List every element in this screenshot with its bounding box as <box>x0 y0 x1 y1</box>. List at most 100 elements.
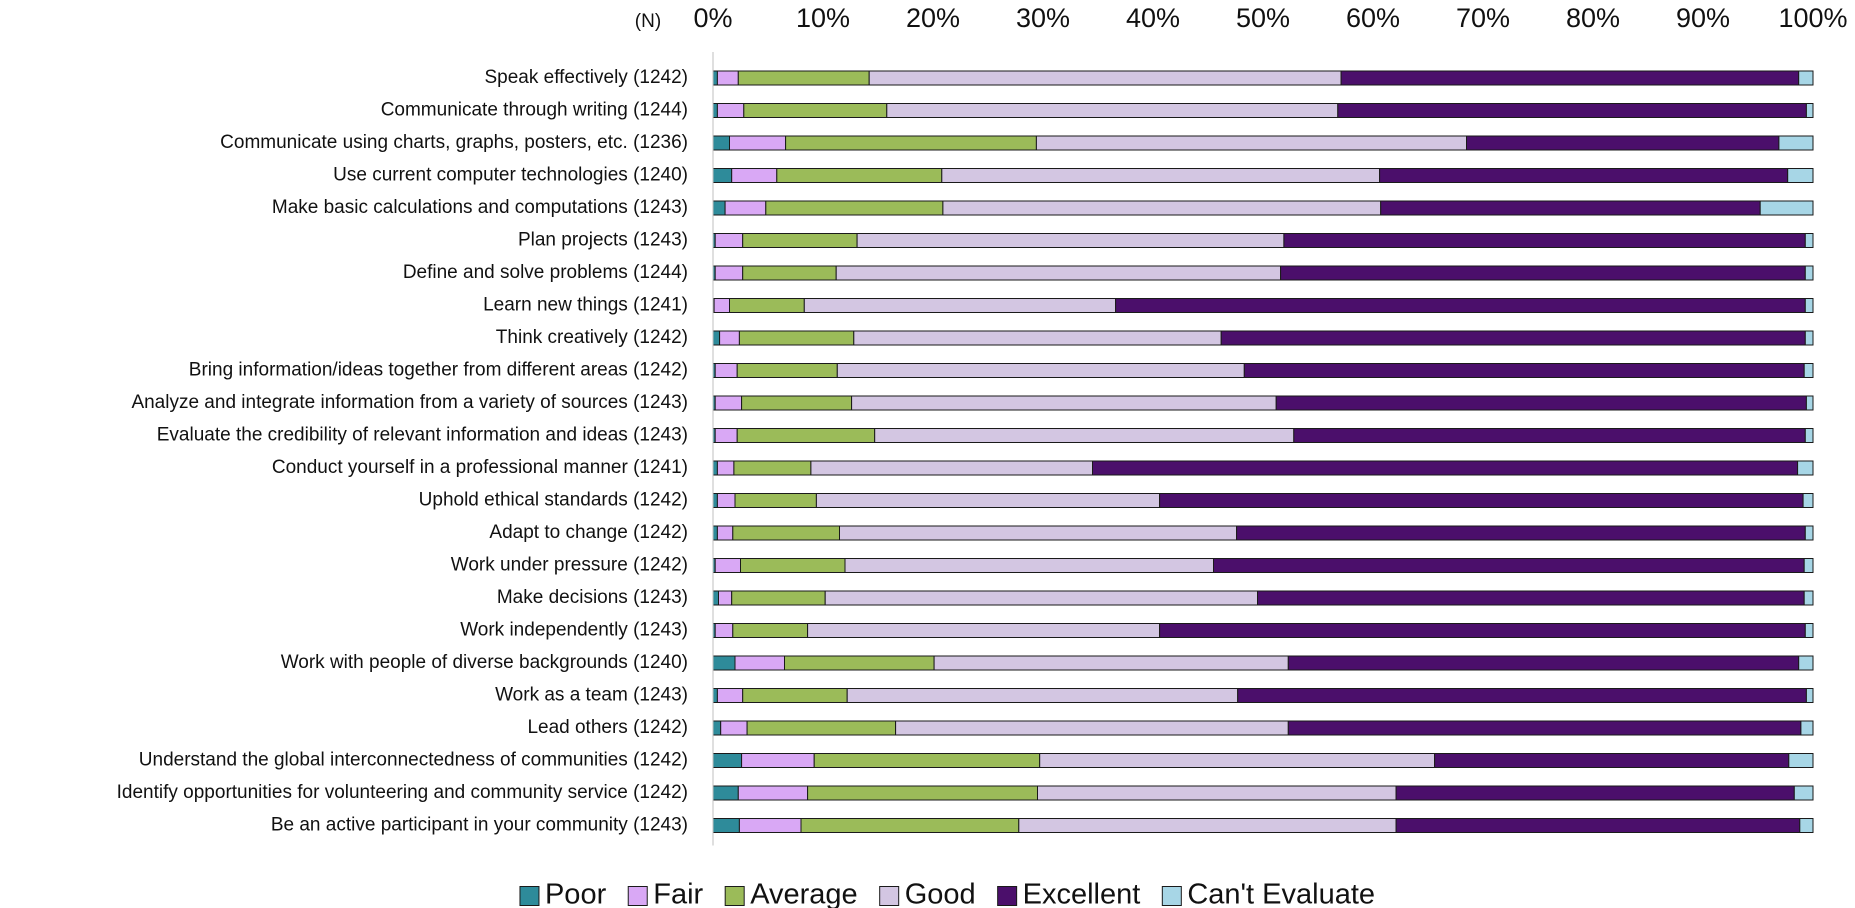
bars-group <box>712 70 1814 833</box>
bar-row <box>712 168 1814 183</box>
category-label: Analyze and integrate information from a… <box>131 392 688 413</box>
bar-segment-can-t-evaluate <box>1804 233 1814 248</box>
category-label: Plan projects (1243) <box>518 230 688 251</box>
legend: Poor Fair Average Good Excellent Can't Evalua… <box>519 879 1375 908</box>
bar-segment-poor <box>712 688 718 703</box>
bar-segment-can-t-evaluate <box>1804 525 1814 541</box>
bar-segment-poor <box>712 168 733 183</box>
bar-row <box>712 590 1814 606</box>
legend-label: Good <box>905 879 976 908</box>
bar-segment-average <box>742 688 848 703</box>
bar-row <box>712 493 1814 508</box>
bar-segment-fair <box>716 688 744 703</box>
bar-segment-fair <box>714 265 744 281</box>
bar-segment-excellent <box>1380 200 1761 216</box>
bar-row <box>712 135 1814 151</box>
bar-segment-fair <box>714 363 738 378</box>
bar-segment-average <box>776 168 943 183</box>
bar-segment-poor <box>712 330 721 346</box>
category-label: Make basic calculations and computations… <box>272 197 688 218</box>
x-tick-label: 90% <box>1676 3 1730 33</box>
bar-segment-good <box>815 493 1161 508</box>
legend-swatch <box>519 886 540 906</box>
bar-segment-average <box>746 720 897 736</box>
bar-segment-average <box>737 70 870 86</box>
bar-segment-good <box>1037 785 1397 801</box>
legend-label: Average <box>750 879 858 908</box>
bar-segment-excellent <box>1220 330 1806 346</box>
bar-segment-average <box>736 363 838 378</box>
bar-row <box>712 428 1814 443</box>
bar-segment-good <box>941 168 1381 183</box>
bar-row <box>712 330 1814 346</box>
bar-segment-can-t-evaluate <box>1797 460 1814 476</box>
bar-segment-excellent <box>1257 590 1805 606</box>
bar-row <box>712 558 1814 573</box>
bar-segment-poor <box>712 720 722 736</box>
bar-segment-can-t-evaluate <box>1803 590 1814 606</box>
bar-row <box>712 753 1814 768</box>
bar-segment-can-t-evaluate <box>1787 168 1814 183</box>
bar-row <box>712 200 1814 216</box>
bar-segment-excellent <box>1092 460 1799 476</box>
bar-segment-good <box>874 428 1295 443</box>
bar-segment-excellent <box>1213 558 1805 573</box>
bar-segment-good <box>1035 135 1468 151</box>
bar-segment-can-t-evaluate <box>1805 688 1814 703</box>
bar-segment-fair <box>714 623 734 638</box>
category-label: Be an active participant in your communi… <box>271 815 688 836</box>
legend-item: Fair <box>627 879 704 908</box>
bar-segment-fair <box>719 330 740 346</box>
legend-label: Excellent <box>1023 879 1141 908</box>
bar-segment-average <box>742 265 837 281</box>
bar-segment-good <box>824 590 1258 606</box>
bar-segment-average <box>740 558 846 573</box>
bar-segment-can-t-evaluate <box>1799 818 1814 833</box>
legend-item: Excellent <box>997 879 1141 908</box>
x-tick-label: 10% <box>796 3 850 33</box>
bar-segment-excellent <box>1280 265 1806 281</box>
bar-segment-fair <box>714 558 742 573</box>
bar-segment-can-t-evaluate <box>1802 493 1814 508</box>
bar-segment-excellent <box>1434 753 1790 768</box>
bar-segment-can-t-evaluate <box>1804 623 1814 638</box>
bar-segment-good <box>851 395 1277 411</box>
legend-item: Can't Evaluate <box>1161 879 1375 908</box>
bar-segment-can-t-evaluate <box>1804 298 1814 313</box>
x-tick-label: 60% <box>1346 3 1400 33</box>
category-label: Understand the global interconnectedness… <box>139 750 688 771</box>
bar-segment-can-t-evaluate <box>1793 785 1814 801</box>
bar-segment-excellent <box>1466 135 1780 151</box>
bar-segment-fair <box>734 655 785 671</box>
x-tick-label: 30% <box>1016 3 1070 33</box>
legend-label: Poor <box>545 879 607 908</box>
category-label: Conduct yourself in a professional manne… <box>272 457 688 478</box>
category-label: Evaluate the credibility of relevant inf… <box>157 425 688 446</box>
bar-segment-average <box>731 590 826 606</box>
bar-segment-can-t-evaluate <box>1803 558 1814 573</box>
x-tick-label: 70% <box>1456 3 1510 33</box>
y-axis-category-labels: Speak effectively (1242) Communicate thro… <box>117 67 688 836</box>
bar-segment-good <box>856 233 1285 248</box>
bar-segment-fair <box>724 200 767 216</box>
bar-segment-fair <box>716 460 735 476</box>
bar-row <box>712 265 1814 281</box>
bar-row <box>712 818 1814 833</box>
bar-segment-excellent <box>1283 233 1806 248</box>
bar-segment-can-t-evaluate <box>1805 103 1814 118</box>
x-tick-label: 20% <box>906 3 960 33</box>
bar-segment-poor <box>712 493 718 508</box>
legend-label: Fair <box>653 879 703 908</box>
bar-segment-can-t-evaluate <box>1804 330 1814 346</box>
bar-segment-fair <box>714 233 744 248</box>
bar-segment-excellent <box>1340 70 1800 86</box>
bar-segment-excellent <box>1115 298 1806 313</box>
bar-segment-fair <box>714 428 738 443</box>
bar-row <box>712 525 1814 541</box>
bar-segment-fair <box>737 785 809 801</box>
bar-segment-can-t-evaluate <box>1804 265 1814 281</box>
bar-segment-excellent <box>1237 688 1807 703</box>
bar-segment-average <box>813 753 1041 768</box>
bar-segment-can-t-evaluate <box>1788 753 1814 768</box>
